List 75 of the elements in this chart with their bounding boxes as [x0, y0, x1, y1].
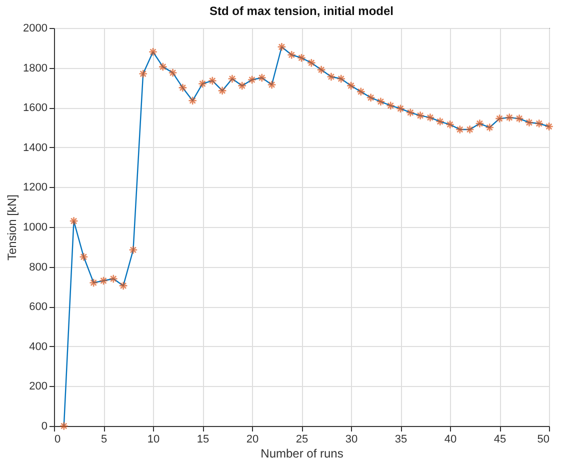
point: [504, 113, 514, 122]
point: [128, 245, 138, 254]
point: [218, 86, 227, 96]
point: [108, 274, 118, 284]
y-tick-label: 1400: [23, 142, 48, 154]
point: [79, 252, 88, 262]
point: [59, 421, 68, 431]
point: [168, 68, 178, 78]
chart-title: Std of max tension, initial model: [209, 4, 394, 18]
x-tick-label: 35: [394, 434, 408, 446]
x-tick-label: 15: [196, 434, 210, 446]
x-tick-label: 10: [147, 434, 160, 446]
point: [524, 118, 534, 128]
point: [287, 50, 296, 60]
x-axis-title: Number of runs: [260, 446, 344, 460]
y-tick-label: 0: [41, 420, 48, 432]
point: [494, 114, 504, 124]
y-tick-label: 600: [29, 301, 48, 314]
y-tick-label: 2000: [23, 22, 48, 34]
x-tick-label: 30: [345, 434, 358, 446]
y-tick-label: 1800: [23, 62, 48, 74]
point: [89, 278, 98, 288]
x-tick-label: 20: [246, 434, 259, 446]
y-axis-title: Tension [kN]: [5, 194, 20, 261]
point: [148, 47, 158, 56]
point: [98, 276, 108, 286]
y-tick-label: 1000: [23, 222, 48, 234]
y-tick-label: 200: [29, 380, 48, 393]
point: [465, 124, 474, 134]
point: [416, 111, 425, 120]
y-tick-label: 1600: [23, 102, 48, 114]
point: [336, 74, 346, 84]
point: [346, 81, 356, 90]
point: [376, 97, 386, 106]
point: [356, 87, 366, 96]
x-tick-label: 45: [494, 434, 506, 446]
x-tick-label: 40: [444, 434, 457, 446]
point: [69, 216, 78, 226]
point: [198, 79, 208, 88]
point: [514, 114, 524, 124]
point: [267, 80, 276, 90]
point: [485, 122, 494, 132]
y-tick-label: 800: [29, 261, 48, 274]
x-tick-label: 0: [54, 434, 61, 446]
point: [138, 69, 148, 78]
point: [436, 117, 445, 126]
point: [296, 53, 306, 62]
point: [247, 75, 257, 84]
point: [188, 96, 198, 106]
point: [158, 62, 168, 72]
point: [326, 72, 336, 82]
point: [306, 58, 316, 68]
point: [366, 93, 376, 102]
point: [277, 42, 286, 52]
x-tick-label: 50: [537, 434, 550, 446]
point: [178, 83, 188, 92]
point: [386, 101, 396, 110]
point: [455, 124, 464, 134]
point: [208, 76, 217, 86]
y-tick-label: 400: [29, 340, 48, 353]
point: [228, 74, 237, 84]
point: [475, 118, 484, 128]
x-tick-label: 5: [100, 434, 108, 446]
point: [257, 73, 266, 82]
point: [534, 118, 544, 128]
point: [396, 104, 406, 114]
y-tick-label: 1200: [23, 182, 48, 194]
point: [445, 120, 455, 130]
point: [426, 113, 435, 122]
point: [316, 65, 326, 74]
point: [544, 122, 554, 132]
point: [406, 108, 415, 118]
point: [118, 281, 128, 290]
x-tick-label: 25: [296, 434, 308, 446]
point: [238, 81, 247, 90]
